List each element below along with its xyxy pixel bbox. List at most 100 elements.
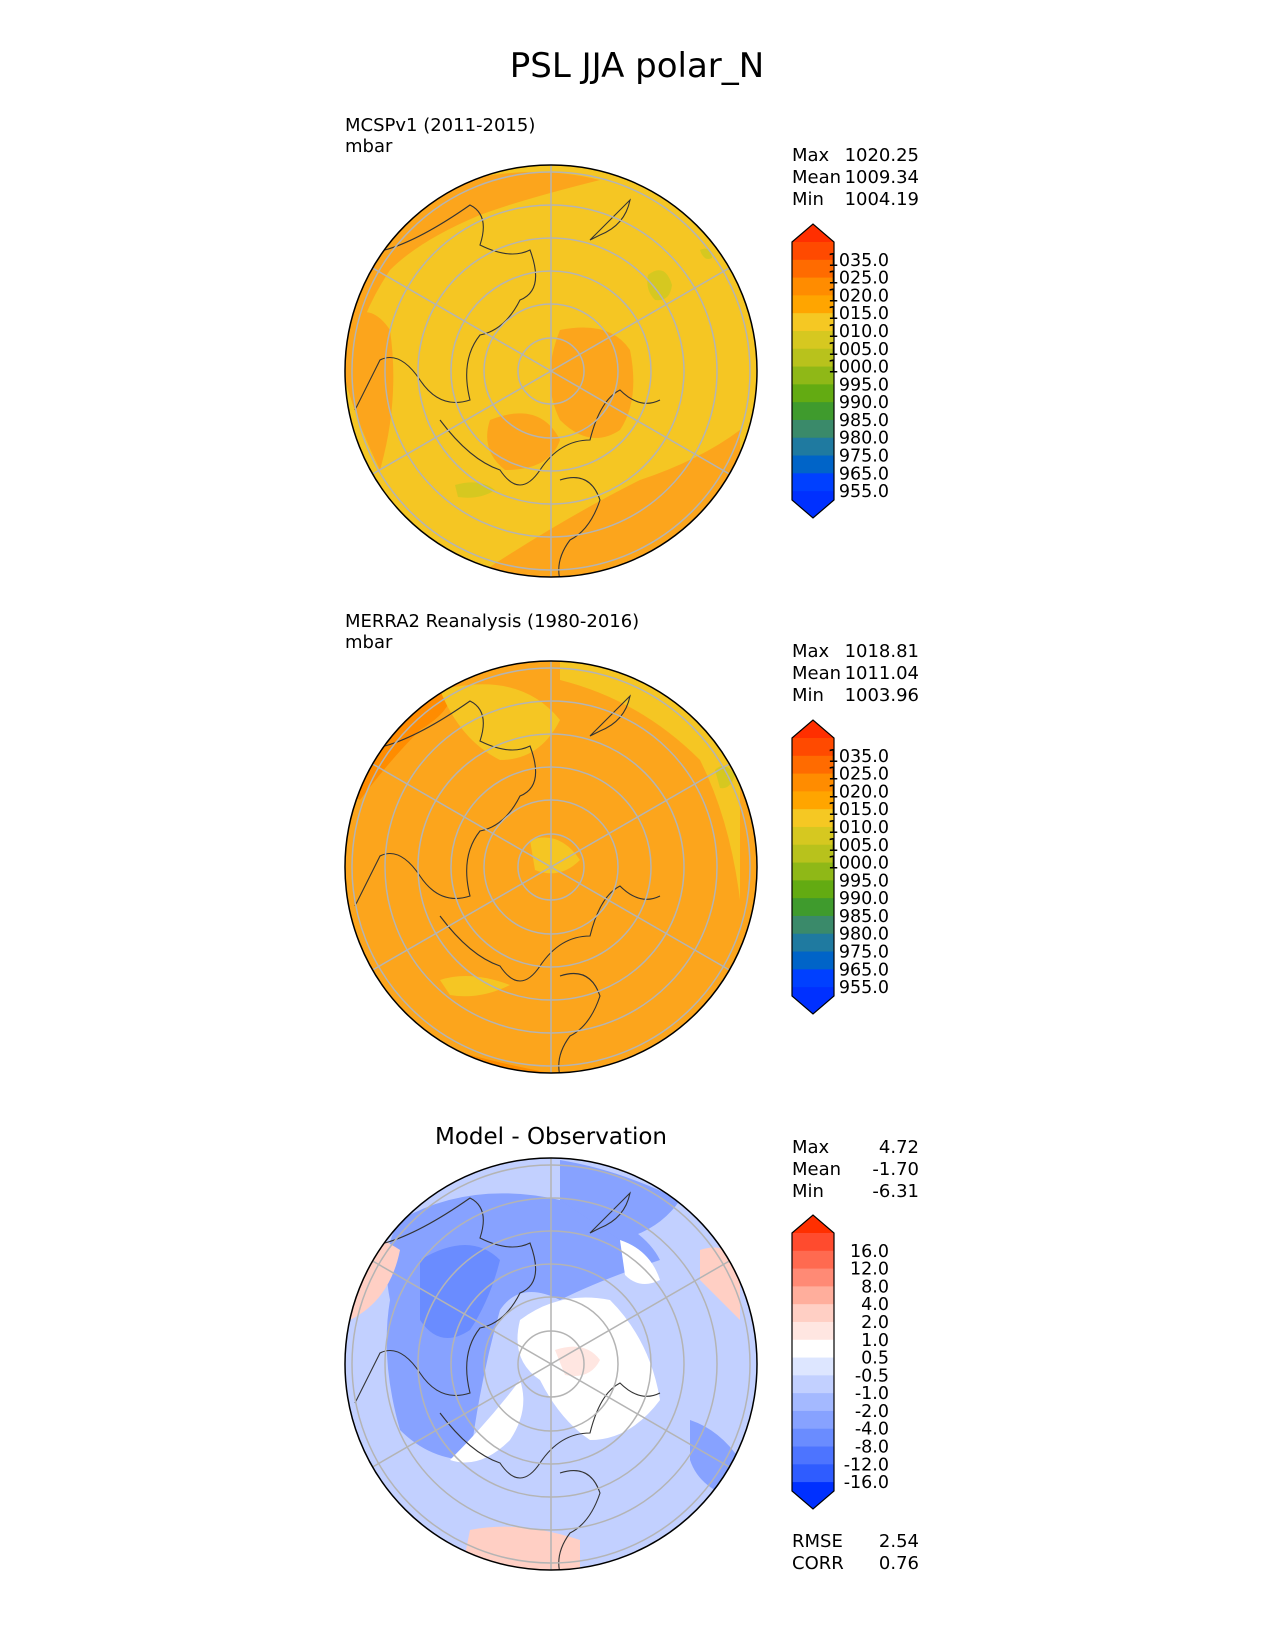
coastline (558, 1469, 601, 1570)
map-boundary (344, 660, 758, 1074)
colorbar-swatch (792, 809, 834, 828)
stat-label: Min (792, 1181, 824, 1202)
coastline (439, 389, 661, 486)
stat-value: 1004.19 (845, 189, 919, 210)
polar-map (345, 165, 757, 577)
colorbar-tick-label: 0.5 (861, 1349, 889, 1369)
stat-label: Mean (792, 167, 841, 188)
colorbar-extend-min (792, 996, 834, 1014)
panel-title: MERRA2 Reanalysis (1980-2016) (345, 611, 639, 632)
colorbar-tick-label: 985.0 (839, 411, 889, 431)
colorbar-swatch (792, 1304, 834, 1323)
colorbar-tick-label: 16.0 (850, 1242, 889, 1262)
colorbar-swatch (792, 1393, 834, 1412)
colorbar-swatch (792, 1410, 834, 1430)
stat-label: CORR (792, 1553, 844, 1574)
colorbar-swatch (792, 455, 834, 474)
field-low-region (647, 270, 672, 301)
panel-units: mbar (345, 632, 393, 653)
colorbar-swatch (792, 755, 834, 775)
colorbar-extend-max (792, 1215, 834, 1233)
colorbar-swatch (792, 791, 834, 810)
colorbar-swatch (792, 437, 834, 457)
colorbar-tick-label: 1035.0 (828, 251, 889, 271)
colorbar: 1035.01025.01020.01015.01010.01005.01000… (791, 223, 889, 519)
colorbar-swatch (792, 295, 834, 314)
stat-label: Mean (792, 663, 841, 684)
panel-observation: MERRA2 Reanalysis (1980-2016) mbar (344, 611, 919, 1074)
panel-title: Model - Observation (435, 1124, 667, 1150)
colorbar-swatch (792, 366, 834, 385)
colorbar-swatch (792, 419, 834, 439)
colorbar-swatch (792, 880, 834, 899)
colorbar-swatch (792, 826, 834, 846)
colorbar-tick-label: -2.0 (855, 1402, 889, 1422)
field-positive (460, 1526, 580, 1570)
graticule (351, 1158, 751, 1570)
stat-value: 1009.34 (845, 167, 919, 188)
figure-title: PSL JJA polar_N (510, 46, 764, 86)
colorbar-tick-label: 1000.0 (828, 854, 889, 874)
colorbar-swatch (792, 844, 834, 864)
coastline (558, 476, 601, 577)
stat-value: 1011.04 (845, 663, 919, 684)
stat-value: 2.54 (879, 1531, 919, 1552)
stats-block: Max 1020.25 Mean 1009.34 Min 1004.19 (792, 145, 919, 210)
colorbar-tick-label: 975.0 (839, 943, 889, 963)
colorbar-tick-label: 990.0 (839, 393, 889, 413)
stat-value: 1018.81 (845, 641, 919, 662)
panel-model: MCSPv1 (2011-2015) mbar (344, 115, 919, 578)
colorbar-tick-label: -4.0 (855, 1420, 889, 1440)
colorbar-tick-label: 1010.0 (828, 818, 889, 838)
colorbar-tick-label: 8.0 (861, 1277, 889, 1297)
graticule (351, 165, 751, 577)
colorbar-tick-label: 1015.0 (828, 304, 889, 324)
stat-label: Min (792, 189, 824, 210)
map-boundary (344, 1157, 758, 1571)
colorbar-extend-min (792, 500, 834, 518)
colorbar-tick-label: 1020.0 (828, 782, 889, 802)
colorbar-tick-label: 955.0 (839, 482, 889, 502)
colorbar-tick-label: 1035.0 (828, 747, 889, 767)
stat-value: 0.76 (879, 1553, 919, 1574)
stat-value: -1.70 (872, 1159, 919, 1180)
colorbar-swatch (792, 1375, 834, 1394)
colorbar-tick-label: 965.0 (839, 464, 889, 484)
colorbar-swatch (792, 1250, 834, 1270)
skill-stats: RMSE 2.54 CORR 0.76 (792, 1531, 919, 1574)
colorbar-tick-label: 980.0 (839, 925, 889, 945)
stat-label: RMSE (792, 1531, 843, 1552)
colorbar-tick-label: 1000.0 (828, 358, 889, 378)
colorbar-extend-max (792, 720, 834, 738)
field-near-zero (620, 1240, 660, 1284)
colorbar-tick-label: -12.0 (844, 1455, 889, 1475)
colorbar-swatch (792, 1321, 834, 1341)
stat-value: 1003.96 (845, 685, 919, 706)
colorbar-tick-label: -0.5 (855, 1366, 889, 1386)
colorbar-tick-label: -8.0 (855, 1438, 889, 1458)
colorbar-swatch (792, 491, 834, 501)
colorbar-swatch (792, 951, 834, 970)
colorbar-swatch (792, 277, 834, 296)
colorbar-swatch (792, 862, 834, 881)
colorbar-tick-label: 1.0 (861, 1331, 889, 1351)
colorbar-tick-label: 1020.0 (828, 286, 889, 306)
stats-block: Max 4.72 Mean -1.70 Min -6.31 (792, 1137, 919, 1202)
colorbar-swatch (792, 330, 834, 350)
colorbar-extend-max (792, 224, 834, 242)
colorbar-swatch (792, 1446, 834, 1465)
stat-label: Max (792, 1137, 830, 1158)
colorbar-swatch (792, 259, 834, 279)
colorbar-swatch (792, 348, 834, 368)
field-low-region (440, 684, 560, 760)
graticule (351, 661, 751, 1073)
colorbar-tick-label: 1005.0 (828, 836, 889, 856)
colorbar-tick-label: 995.0 (839, 871, 889, 891)
colorbar-extend-min (792, 1491, 834, 1509)
panel-difference: Model - Observation (344, 1124, 919, 1574)
field-high-region (487, 413, 560, 470)
coastline (439, 885, 661, 982)
coastline (589, 198, 631, 241)
stat-value: 1020.25 (845, 145, 919, 166)
